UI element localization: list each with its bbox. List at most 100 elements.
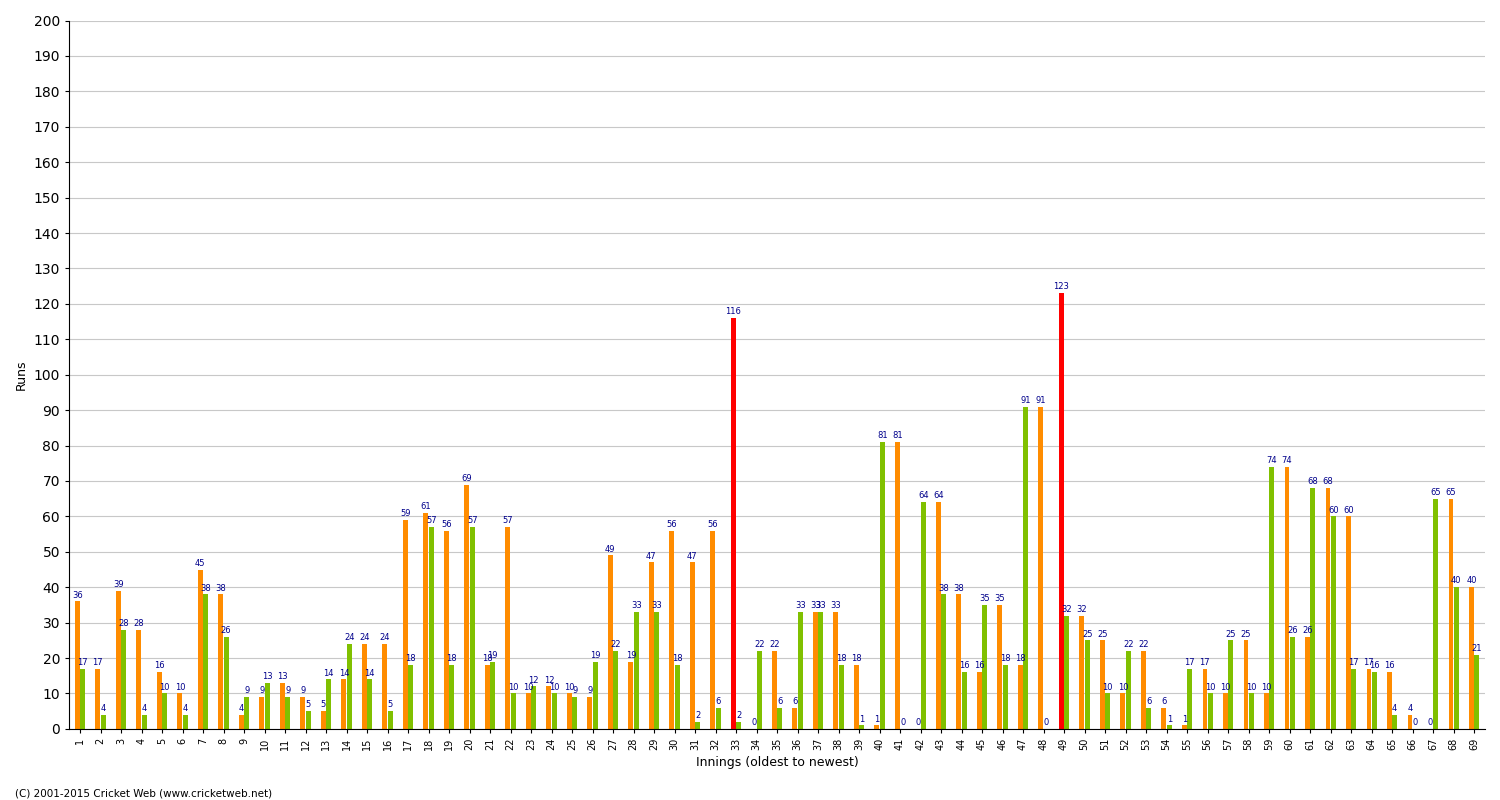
Text: 64: 64 [918,491,928,501]
Text: 10: 10 [174,682,184,692]
Bar [839,665,843,729]
Bar [1059,294,1064,729]
Bar [346,644,351,729]
Text: 16: 16 [154,662,165,670]
Bar [342,679,346,729]
Text: 9: 9 [586,686,592,695]
Text: 57: 57 [426,516,436,526]
Text: 2: 2 [736,711,741,720]
Text: 6: 6 [716,697,722,706]
Text: 28: 28 [134,619,144,628]
Text: 65: 65 [1431,488,1442,497]
Text: 9: 9 [260,686,264,695]
Bar [1311,488,1316,729]
Text: 56: 56 [441,520,452,529]
Text: 4: 4 [238,704,244,713]
Bar [1366,669,1371,729]
Bar [813,612,818,729]
Text: 5: 5 [387,701,393,710]
Bar [1434,498,1438,729]
Bar [1352,669,1356,729]
Text: 25: 25 [1240,630,1251,638]
Bar [219,594,224,729]
Text: 21: 21 [1472,644,1482,653]
Bar [382,644,387,729]
Text: 60: 60 [1328,506,1338,514]
Text: 2: 2 [694,711,700,720]
Text: 56: 56 [666,520,676,529]
Text: 17: 17 [1200,658,1210,667]
Bar [592,662,597,729]
Bar [1167,726,1172,729]
Text: 10: 10 [509,682,519,692]
Text: 17: 17 [78,658,88,667]
Bar [306,711,310,729]
Text: 19: 19 [488,651,498,660]
Text: 19: 19 [590,651,600,660]
Bar [1449,498,1454,729]
Bar [238,714,243,729]
Text: 40: 40 [1450,577,1461,586]
Bar [96,669,100,729]
Bar [1203,669,1208,729]
Text: 68: 68 [1323,478,1334,486]
Bar [470,527,474,729]
Bar [1023,406,1028,729]
Bar [1080,615,1084,729]
Bar [573,697,578,729]
Y-axis label: Runs: Runs [15,359,28,390]
Bar [567,694,572,729]
Text: 33: 33 [816,602,827,610]
Bar [628,662,633,729]
Bar [512,694,516,729]
Bar [696,722,700,729]
Text: 14: 14 [324,669,334,678]
Bar [1346,516,1352,729]
Text: 35: 35 [980,594,990,603]
Bar [1269,467,1274,729]
Text: 12: 12 [543,676,554,685]
Bar [1284,467,1290,729]
Bar [1468,587,1474,729]
Bar [1182,726,1186,729]
Text: 4: 4 [183,704,188,713]
Text: 14: 14 [339,669,350,678]
Text: 17: 17 [1364,658,1374,667]
Bar [730,318,736,729]
Bar [404,520,408,729]
Bar [1106,694,1110,729]
Bar [1454,587,1458,729]
Text: 18: 18 [672,654,682,663]
Text: 45: 45 [195,558,206,568]
Text: 81: 81 [892,431,903,440]
Bar [198,570,202,729]
Text: 18: 18 [447,654,458,663]
Text: 9: 9 [285,686,291,695]
Bar [614,651,618,729]
Text: 116: 116 [726,307,741,316]
Text: 25: 25 [1082,630,1092,638]
Text: 0: 0 [1413,718,1418,727]
Bar [280,683,285,729]
Text: 81: 81 [878,431,888,440]
Bar [260,697,264,729]
Text: 74: 74 [1281,456,1292,465]
Bar [100,714,105,729]
Text: 61: 61 [420,502,430,511]
Text: 1: 1 [859,714,864,724]
Text: 10: 10 [1262,682,1272,692]
Text: 26: 26 [1287,626,1298,635]
Bar [162,694,166,729]
Text: 18: 18 [482,654,492,663]
Text: 16: 16 [1370,662,1380,670]
Text: 17: 17 [1185,658,1196,667]
Text: 16: 16 [1384,662,1395,670]
Bar [1100,640,1106,729]
Bar [224,637,228,729]
Bar [1146,708,1150,729]
Text: 74: 74 [1266,456,1276,465]
Bar [465,485,470,729]
Text: 38: 38 [939,583,950,593]
Text: 91: 91 [1020,396,1031,405]
Text: 38: 38 [201,583,211,593]
